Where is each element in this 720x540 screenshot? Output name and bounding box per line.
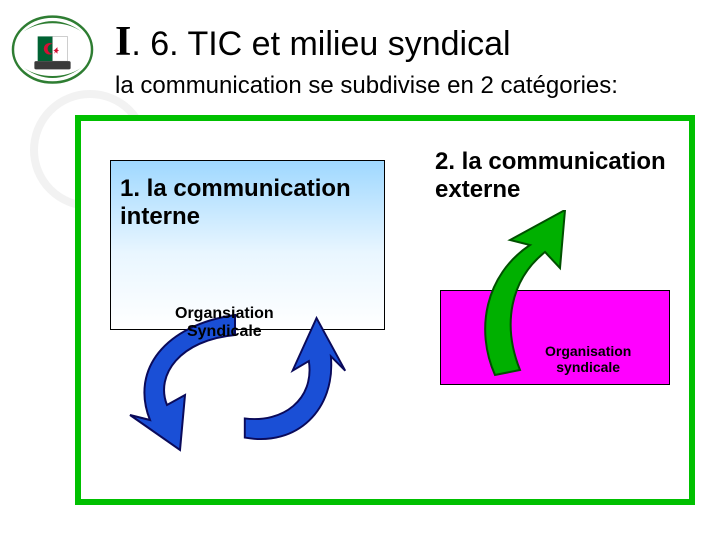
label-external: 2. la communication externe: [435, 148, 695, 204]
title-section: I: [115, 19, 131, 65]
org-label-right: Organisation syndicale: [545, 343, 631, 375]
slide-title: I. 6. TIC et milieu syndical: [115, 18, 511, 66]
label-internal: 1. la communication interne: [120, 175, 380, 231]
slide-subtitle: la communication se subdivise en 2 catég…: [115, 72, 618, 100]
org-label-left: Organsiation Syndicale: [175, 305, 274, 341]
org-logo: [10, 15, 95, 85]
slide: I. 6. TIC et milieu syndical la communic…: [0, 0, 720, 540]
title-rest: . 6. TIC et milieu syndical: [131, 25, 510, 63]
